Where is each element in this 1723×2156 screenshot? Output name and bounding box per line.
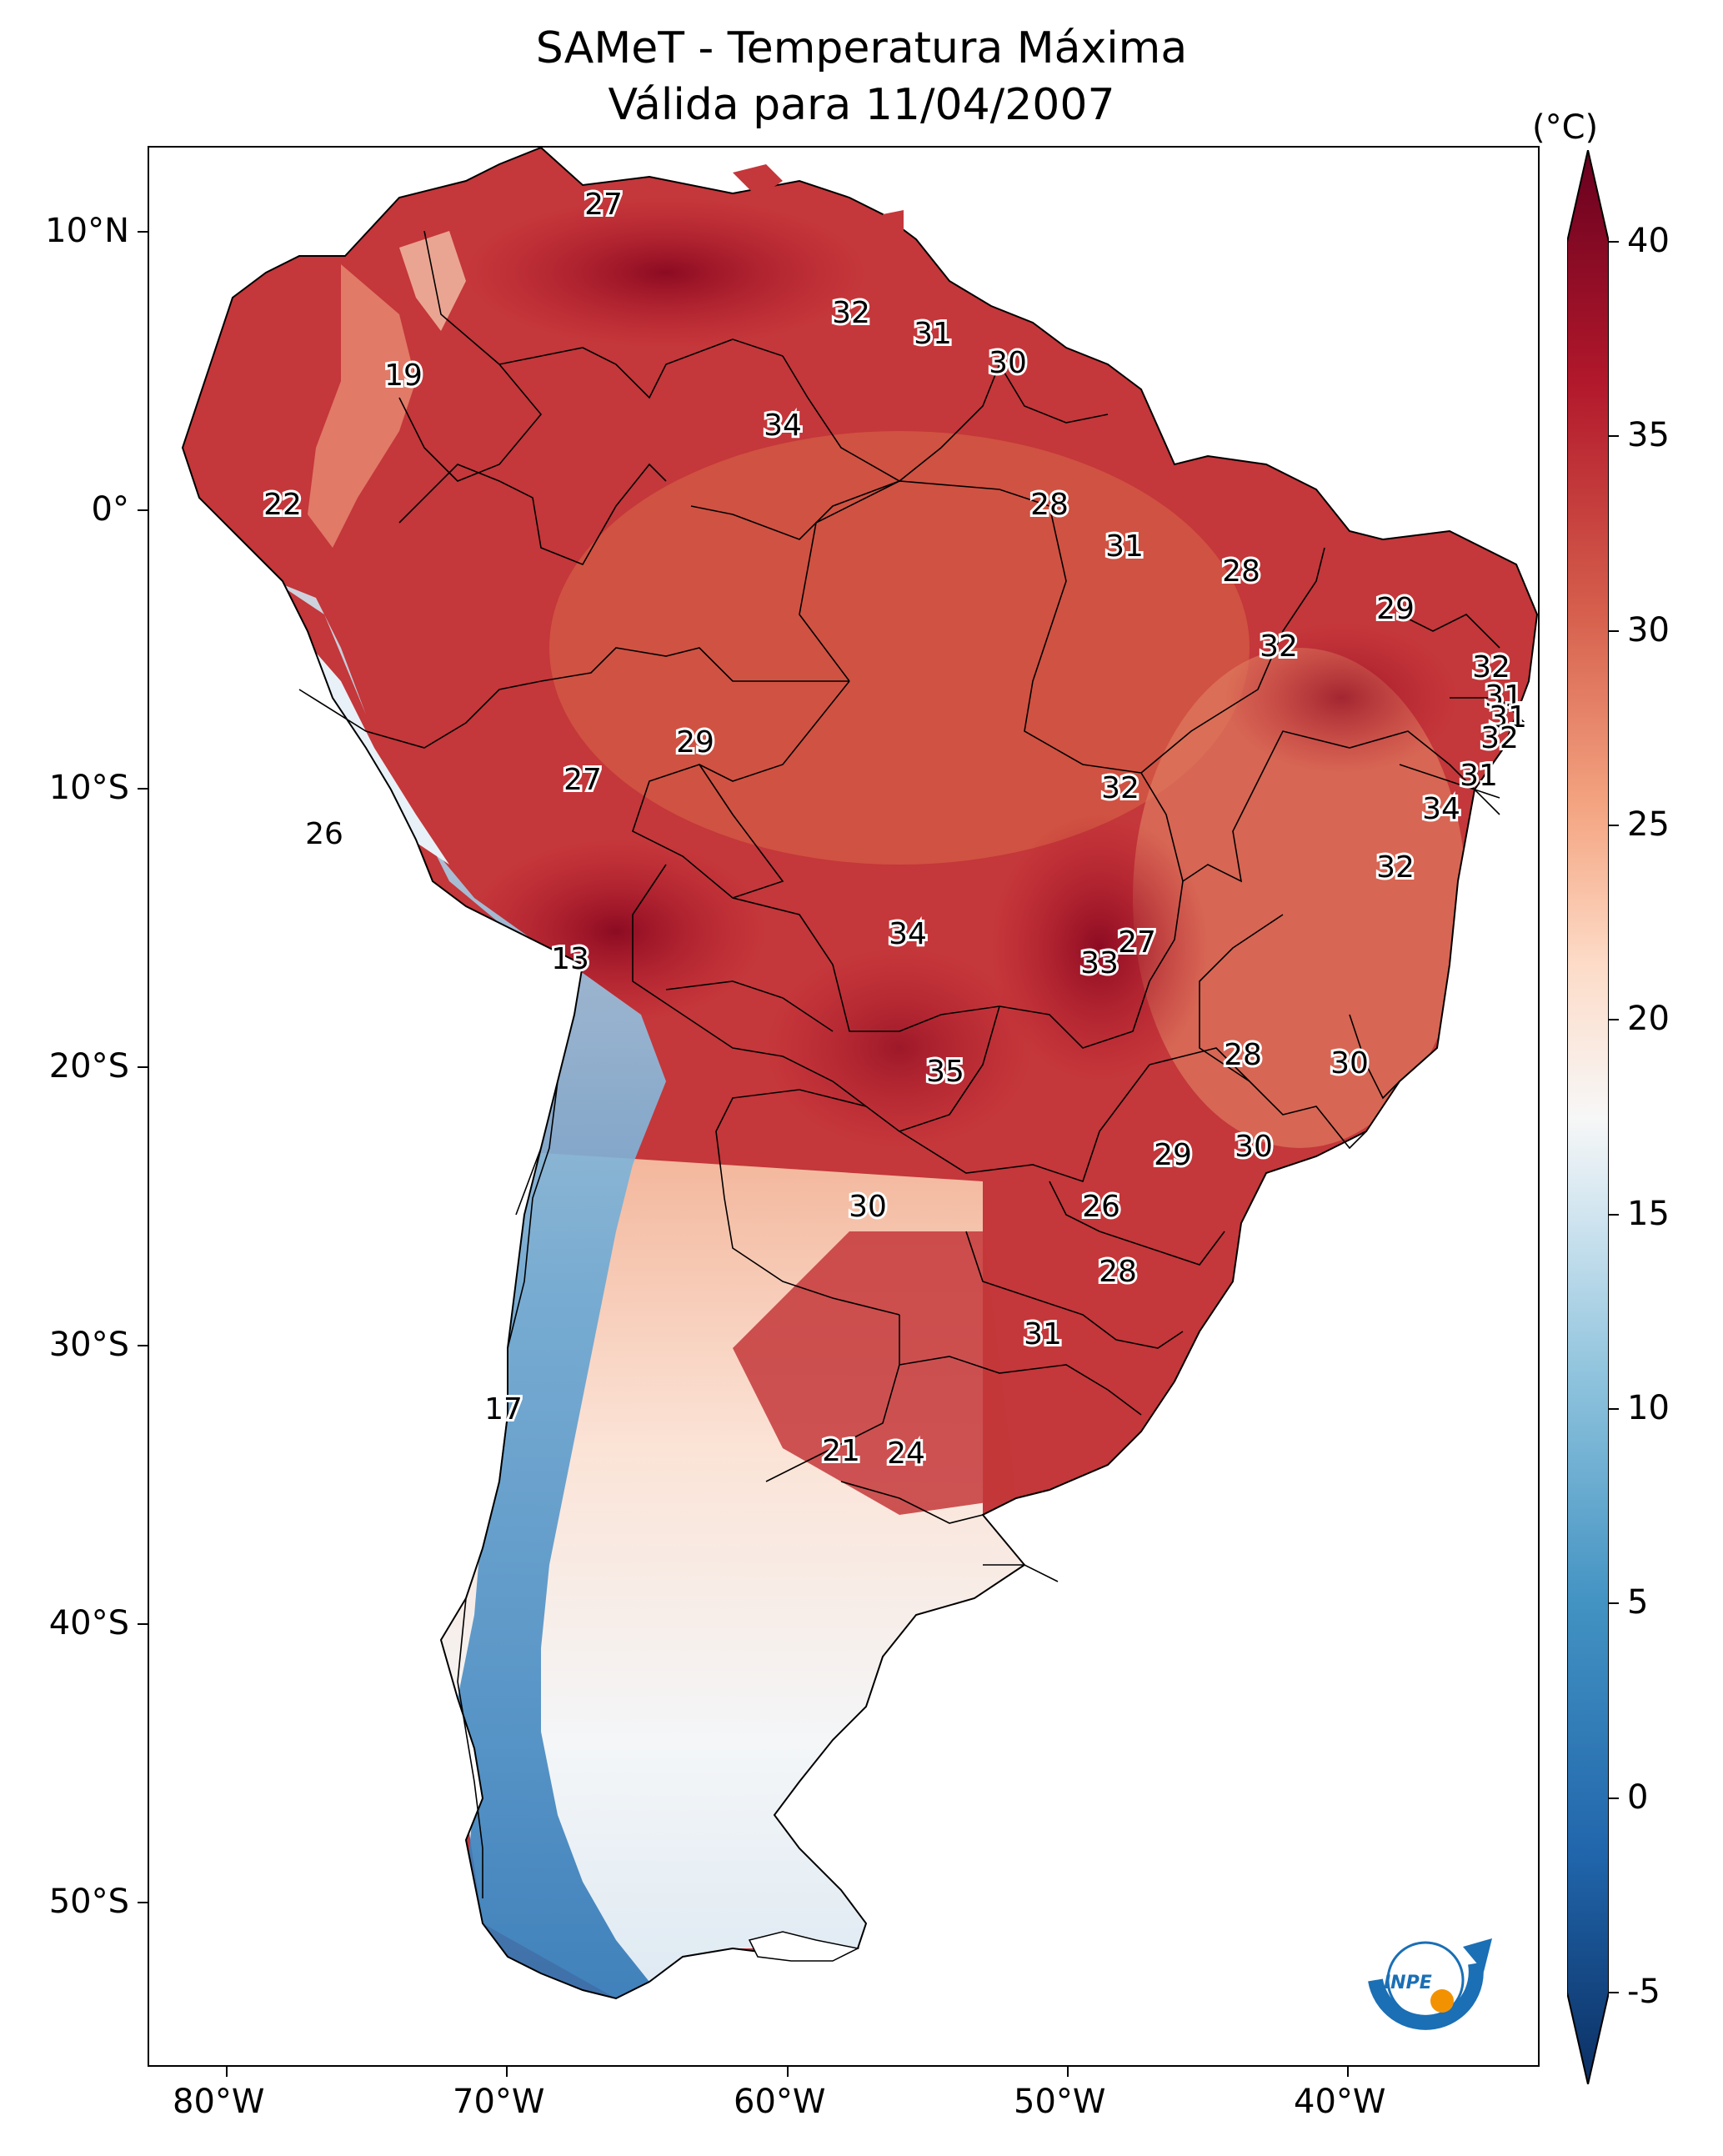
latitude-tick-label: 20°S	[48, 1047, 129, 1086]
colorbar-tick-mark	[1609, 1019, 1619, 1021]
latitude-tick-label: 0°	[91, 490, 129, 529]
colorbar	[1567, 150, 1609, 2084]
contour-label: 32	[1260, 629, 1298, 664]
contour-label: 31	[1460, 759, 1498, 793]
contour-label: 28	[1224, 1038, 1262, 1072]
colorbar-tick-label: 15	[1627, 1194, 1670, 1233]
contour-label: 19	[384, 358, 423, 393]
contour-label: 28	[1222, 554, 1260, 589]
contour-label: 28	[1030, 488, 1069, 522]
colorbar-tick-label: 40	[1627, 222, 1670, 260]
trinidad-island	[883, 210, 904, 231]
contour-label: 33	[1080, 946, 1119, 980]
colorbar-tick-mark	[1609, 1992, 1619, 1993]
latitude-tick-label: 30°S	[48, 1326, 129, 1364]
contour-label: 32	[1101, 771, 1139, 805]
colorbar-tick-label: -5	[1627, 1973, 1660, 2011]
contour-label: 34	[1422, 792, 1460, 826]
longitude-tick-label: 80°W	[173, 2083, 265, 2121]
contour-label: 34	[889, 917, 927, 951]
contour-label: 30	[1330, 1046, 1369, 1081]
contour-label: 30	[1235, 1130, 1273, 1164]
colorbar-tick-label: 20	[1627, 1000, 1670, 1039]
latitude-tick-mark	[138, 1902, 148, 1903]
contour-label: 29	[676, 725, 714, 760]
longitude-tick-label: 70°W	[453, 2083, 545, 2121]
longitude-tick-label: 40°W	[1294, 2083, 1386, 2121]
longitude-tick-mark	[787, 2067, 789, 2077]
contour-label: 32	[1480, 721, 1519, 755]
latitude-tick-mark	[138, 509, 148, 511]
logo-text: INPE	[1384, 1973, 1432, 1993]
contour-label: 31	[914, 317, 952, 351]
contour-label: 30	[989, 346, 1027, 380]
contour-label: 22	[263, 488, 302, 522]
contour-label: 32	[832, 296, 870, 330]
longitude-tick-mark	[1067, 2067, 1069, 2077]
map-frame: 27 32 31 30 19 34 22 28 31 28 29 32 32 31 31 32 29 27 32 31…	[148, 146, 1540, 2067]
contour-label: 24	[887, 1436, 925, 1471]
contour-label: 26	[305, 817, 343, 851]
contour-label: 32	[1472, 650, 1510, 684]
contour-label: 13	[551, 942, 589, 976]
contour-label: 31	[1489, 700, 1527, 735]
contour-label: 21	[822, 1434, 860, 1468]
contour-label: 27	[584, 188, 623, 222]
colorbar-tick-mark	[1609, 241, 1619, 243]
colorbar-tick-label: 0	[1627, 1777, 1649, 1817]
colorbar-tick-mark	[1609, 1408, 1619, 1410]
latitude-tick-label: 10°S	[48, 769, 129, 807]
contour-label: 17	[484, 1392, 523, 1426]
colorbar-unit: (°C)	[1532, 108, 1599, 147]
contour-label: 32	[1376, 850, 1415, 885]
map-title: SAMeT - Temperatura Máxima	[535, 23, 1188, 73]
contour-label: 26	[1082, 1190, 1120, 1224]
contour-label: 35	[926, 1055, 964, 1089]
contour-label: 27	[1118, 925, 1156, 960]
caribbean-island	[733, 164, 783, 198]
longitude-tick-mark	[506, 2067, 508, 2077]
contour-label: 31	[1024, 1317, 1062, 1351]
latitude-tick-mark	[138, 231, 148, 233]
latitude-tick-label: 40°S	[48, 1604, 129, 1642]
falkland-islands	[748, 1931, 860, 1962]
latitude-tick-label: 10°N	[45, 212, 129, 250]
colorbar-tick-mark	[1609, 629, 1619, 632]
colorbar-tick-mark	[1609, 825, 1619, 826]
latitude-tick-label: 50°S	[48, 1883, 129, 1921]
contour-label: 29	[1376, 592, 1415, 626]
contour-label: 27	[563, 763, 602, 797]
colorbar-tick-label: 5	[1627, 1583, 1649, 1622]
contour-label: 31	[1485, 679, 1523, 714]
contour-label: 31	[1105, 529, 1144, 564]
colorbar-tick-label: 10	[1627, 1389, 1670, 1427]
latitude-tick-mark	[138, 1345, 148, 1346]
colorbar-tick-label: 35	[1627, 416, 1670, 455]
contour-label: 28	[1099, 1255, 1137, 1289]
longitude-tick-mark	[226, 2067, 228, 2077]
inpe-logo-icon: INPE	[1368, 1938, 1492, 2030]
contour-label: 34	[764, 409, 802, 443]
colorbar-tick-mark	[1609, 435, 1619, 438]
colorbar-tick-mark	[1609, 1797, 1619, 1799]
longitude-tick-mark	[1347, 2067, 1349, 2077]
contour-label: 29	[1154, 1138, 1192, 1172]
latitude-tick-mark	[138, 788, 148, 790]
latitude-tick-mark	[138, 1623, 148, 1625]
map-subtitle: Válida para 11/04/2007	[608, 80, 1115, 130]
latitude-tick-mark	[138, 1066, 148, 1068]
longitude-tick-label: 50°W	[1014, 2083, 1106, 2121]
colorbar-tick-label: 25	[1627, 805, 1670, 844]
contour-label: 30	[849, 1190, 887, 1224]
longitude-tick-label: 60°W	[734, 2083, 826, 2121]
political-borders	[298, 230, 1525, 1898]
colorbar-tick-mark	[1609, 1602, 1619, 1605]
colorbar-tick-mark	[1609, 1213, 1619, 1216]
colorbar-tick-label: 30	[1627, 610, 1670, 649]
